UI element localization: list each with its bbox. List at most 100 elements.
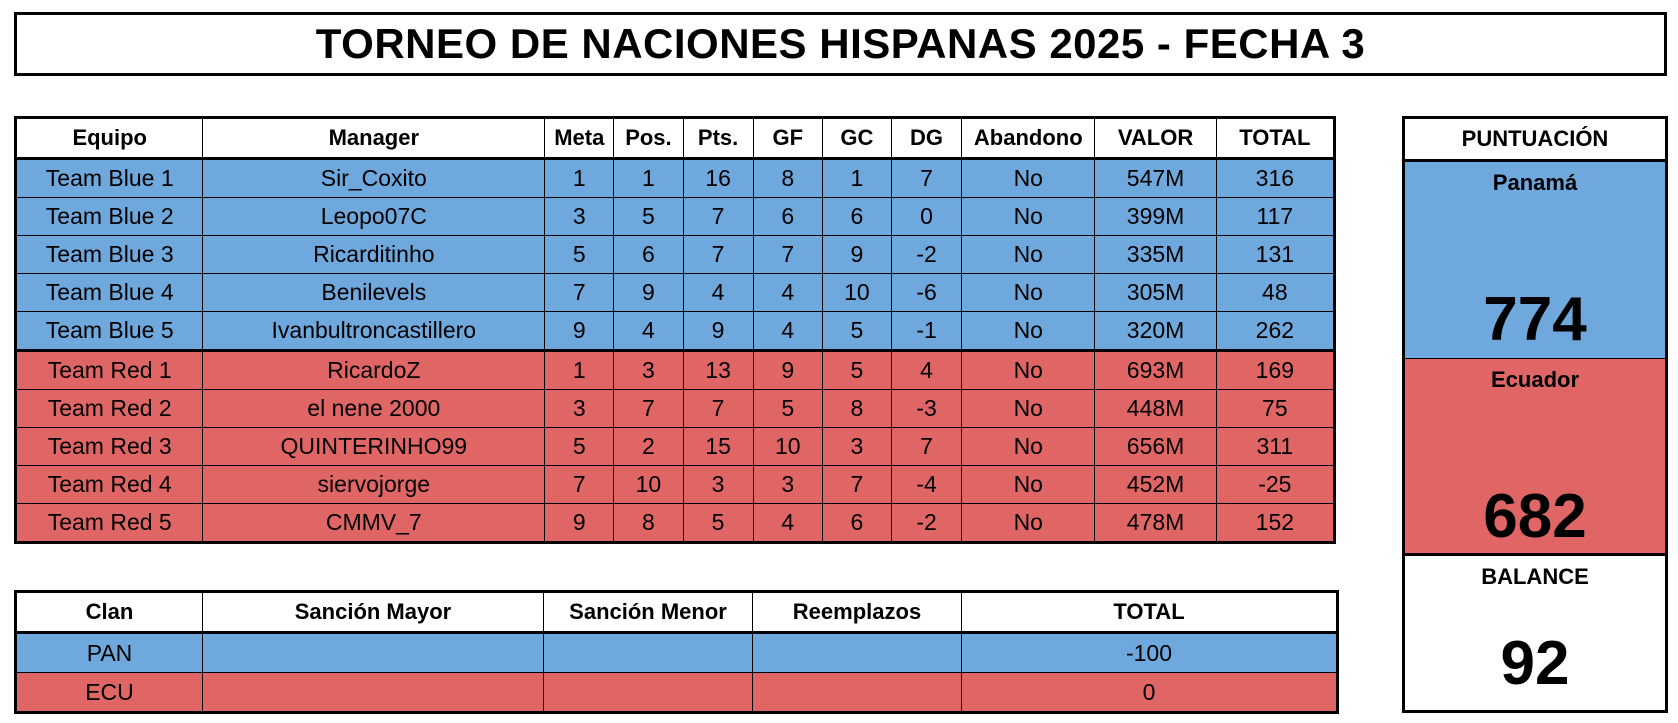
table-cell: 7 [821,465,892,504]
table-cell: 13 [682,349,754,390]
col-header-sancion-mayor: Sanción Mayor [202,591,544,633]
table-cell: 6 [613,235,684,274]
table-cell [543,672,753,713]
table-cell: 452M [1094,465,1217,504]
table-cell: No [961,427,1096,466]
table-cell: 448M [1094,389,1217,428]
table-cell: 0 [890,197,963,236]
col-header-total: TOTAL [1215,117,1336,159]
table-cell: 4 [890,349,963,390]
table-cell: PAN [15,632,203,673]
table-row: Team Red 3 QUINTERINHO99 5 2 15 10 3 7 No 656M 311 [14,427,1336,466]
table-cell: Team Red 3 [14,427,204,466]
table-cell: No [961,503,1096,543]
table-cell: 3 [544,197,615,236]
table-cell: 7 [544,273,615,312]
table-cell: 16 [682,158,754,198]
col-header-meta: Meta [544,117,615,159]
title-box: TORNEO DE NACIONES HISPANAS 2025 - FECHA… [14,12,1667,76]
table-row: Team Blue 3 Ricarditinho 5 6 7 7 9 -2 No 335M 131 [14,235,1336,274]
table-cell: QUINTERINHO99 [202,427,546,466]
col-header-pos: Pos. [613,117,684,159]
table-cell: 5 [752,389,823,428]
table-cell: 335M [1094,235,1217,274]
table-cell: siervojorge [202,465,546,504]
standings-body: Team Blue 1 Sir_Coxito 1 1 16 8 1 7 No 547M 316 Tea… [14,158,1336,543]
team1-score-block: Panamá 774 [1405,162,1665,359]
standings-header-row: Equipo Manager Meta Pos. Pts. GF GC DG A… [14,117,1336,159]
table-row: Team Red 2 el nene 2000 3 7 7 5 8 -3 No 448M 75 [14,389,1336,428]
table-cell: Team Red 2 [14,389,204,428]
table-cell: 75 [1215,389,1336,428]
table-cell: 3 [821,427,892,466]
table-row: Team Blue 1 Sir_Coxito 1 1 16 8 1 7 No 547M 316 [14,158,1336,198]
table-cell: 10 [821,273,892,312]
table-cell: 7 [682,389,754,428]
table-cell: -2 [890,235,963,274]
table-cell: 6 [821,197,892,236]
col-header-sancion-menor: Sanción Menor [543,591,753,633]
table-cell: Ricarditinho [202,235,546,274]
table-cell: 5 [544,427,615,466]
col-header-gf: GF [752,117,823,159]
table-cell: -3 [890,389,963,428]
table-cell: 4 [752,273,823,312]
table-cell: 9 [613,273,684,312]
table-cell: 9 [682,311,754,351]
balance-value: 92 [1500,629,1570,698]
table-cell: 4 [613,311,684,351]
table-cell: 4 [752,503,823,543]
table-cell: CMMV_7 [202,503,546,543]
table-cell: 305M [1094,273,1217,312]
balance-block: BALANCE 92 [1405,556,1665,710]
table-cell: 4 [752,311,823,351]
col-header-equipo: Equipo [14,117,204,159]
table-cell: 656M [1094,427,1217,466]
table-cell: ECU [15,672,203,713]
table-cell: el nene 2000 [202,389,546,428]
table-cell: 4 [682,273,754,312]
standings-table: Equipo Manager Meta Pos. Pts. GF GC DG A… [14,116,1336,544]
table-cell: 311 [1215,427,1336,466]
score-panel: PUNTUACIÓN Panamá 774 Ecuador 682 BALANC… [1402,116,1668,713]
team1-score: 774 [1483,285,1587,354]
table-cell [752,672,962,713]
table-cell: 10 [752,427,823,466]
team2-name: Ecuador [1490,367,1580,392]
table-cell: No [961,273,1096,312]
col-header-abandono: Abandono [961,117,1096,159]
col-header-gc: GC [821,117,892,159]
table-cell: Leopo07C [202,197,546,236]
table-cell [202,672,544,713]
table-cell: 7 [613,389,684,428]
table-cell: Team Red 4 [14,465,204,504]
table-row: Team Red 4 siervojorge 7 10 3 3 7 -4 No 452M -25 [14,465,1336,504]
table-cell: -100 [961,632,1338,673]
table-cell: Ivanbultroncastillero [202,311,546,351]
table-cell: No [961,389,1096,428]
table-cell: 7 [752,235,823,274]
table-row: Team Red 5 CMMV_7 9 8 5 4 6 -2 No 478M 152 [14,503,1336,543]
table-cell: No [961,465,1096,504]
table-row: Team Blue 4 Benilevels 7 9 4 4 10 -6 No 305M 48 [14,273,1336,312]
col-header-reemplazos: Reemplazos [752,591,962,633]
table-cell: 0 [961,672,1338,713]
table-cell: 6 [752,197,823,236]
table-cell: 169 [1215,349,1336,390]
table-cell: 6 [821,503,892,543]
table-cell: Team Red 5 [14,503,204,543]
table-cell: 48 [1215,273,1336,312]
col-header-pts: Pts. [682,117,754,159]
table-cell: RicardoZ [202,349,546,390]
table-row: Team Red 1 RicardoZ 1 3 13 9 5 4 No 693M 169 [14,349,1336,390]
table-cell: 9 [821,235,892,274]
table-cell: 7 [682,235,754,274]
table-cell: No [961,197,1096,236]
table-cell: 131 [1215,235,1336,274]
table-cell [752,632,962,673]
table-cell: 3 [752,465,823,504]
table-cell: 7 [544,465,615,504]
team2-score: 682 [1483,482,1587,551]
table-cell [543,632,753,673]
table-cell: Team Blue 1 [14,158,204,198]
